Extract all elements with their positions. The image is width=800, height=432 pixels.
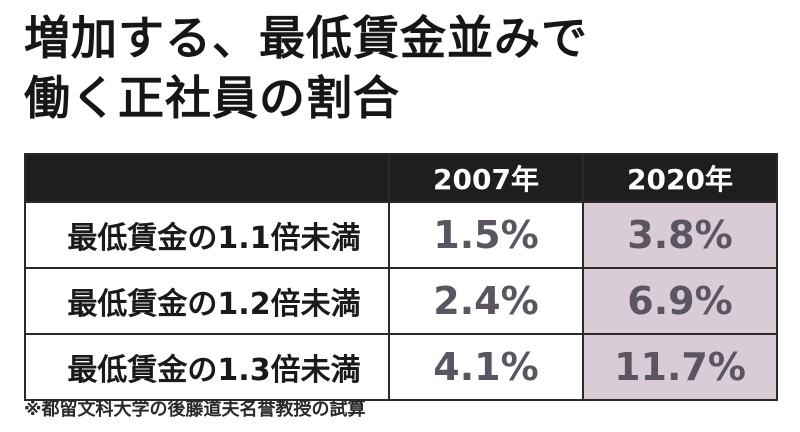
header-corner [24,153,390,203]
value-2020: 6.9% [582,267,778,335]
table-row: 最低賃金の1.1倍未満 1.5% 3.8% [24,201,778,269]
table-row: 最低賃金の1.3倍未満 4.1% 11.7% [24,333,778,401]
row-label: 最低賃金の1.1倍未満 [24,201,390,269]
row-label: 最低賃金の1.3倍未満 [24,333,390,401]
value-2007: 2.4% [388,267,584,335]
value-2007: 1.5% [388,201,584,269]
table-row: 最低賃金の1.2倍未満 2.4% 6.9% [24,267,778,335]
header-2007: 2007年 [388,153,584,203]
value-2020: 3.8% [582,201,778,269]
value-2020: 11.7% [582,333,778,401]
title-line-1: 増加する、最低賃金並みで [24,11,588,65]
title-line-2: 働く正社員の割合 [24,71,400,125]
header-2020: 2020年 [582,153,778,203]
header-row: 2007年 2020年 [24,153,778,203]
value-2007: 4.1% [388,333,584,401]
source-note: ※都留文科大学の後藤道夫名誉教授の試算 [24,399,366,420]
chart-title: 増加する、最低賃金並みで 働く正社員の割合 [24,8,588,128]
row-label: 最低賃金の1.2倍未満 [24,267,390,335]
data-table: 2007年 2020年 最低賃金の1.1倍未満 1.5% 3.8% 最低賃金の1… [24,153,778,401]
